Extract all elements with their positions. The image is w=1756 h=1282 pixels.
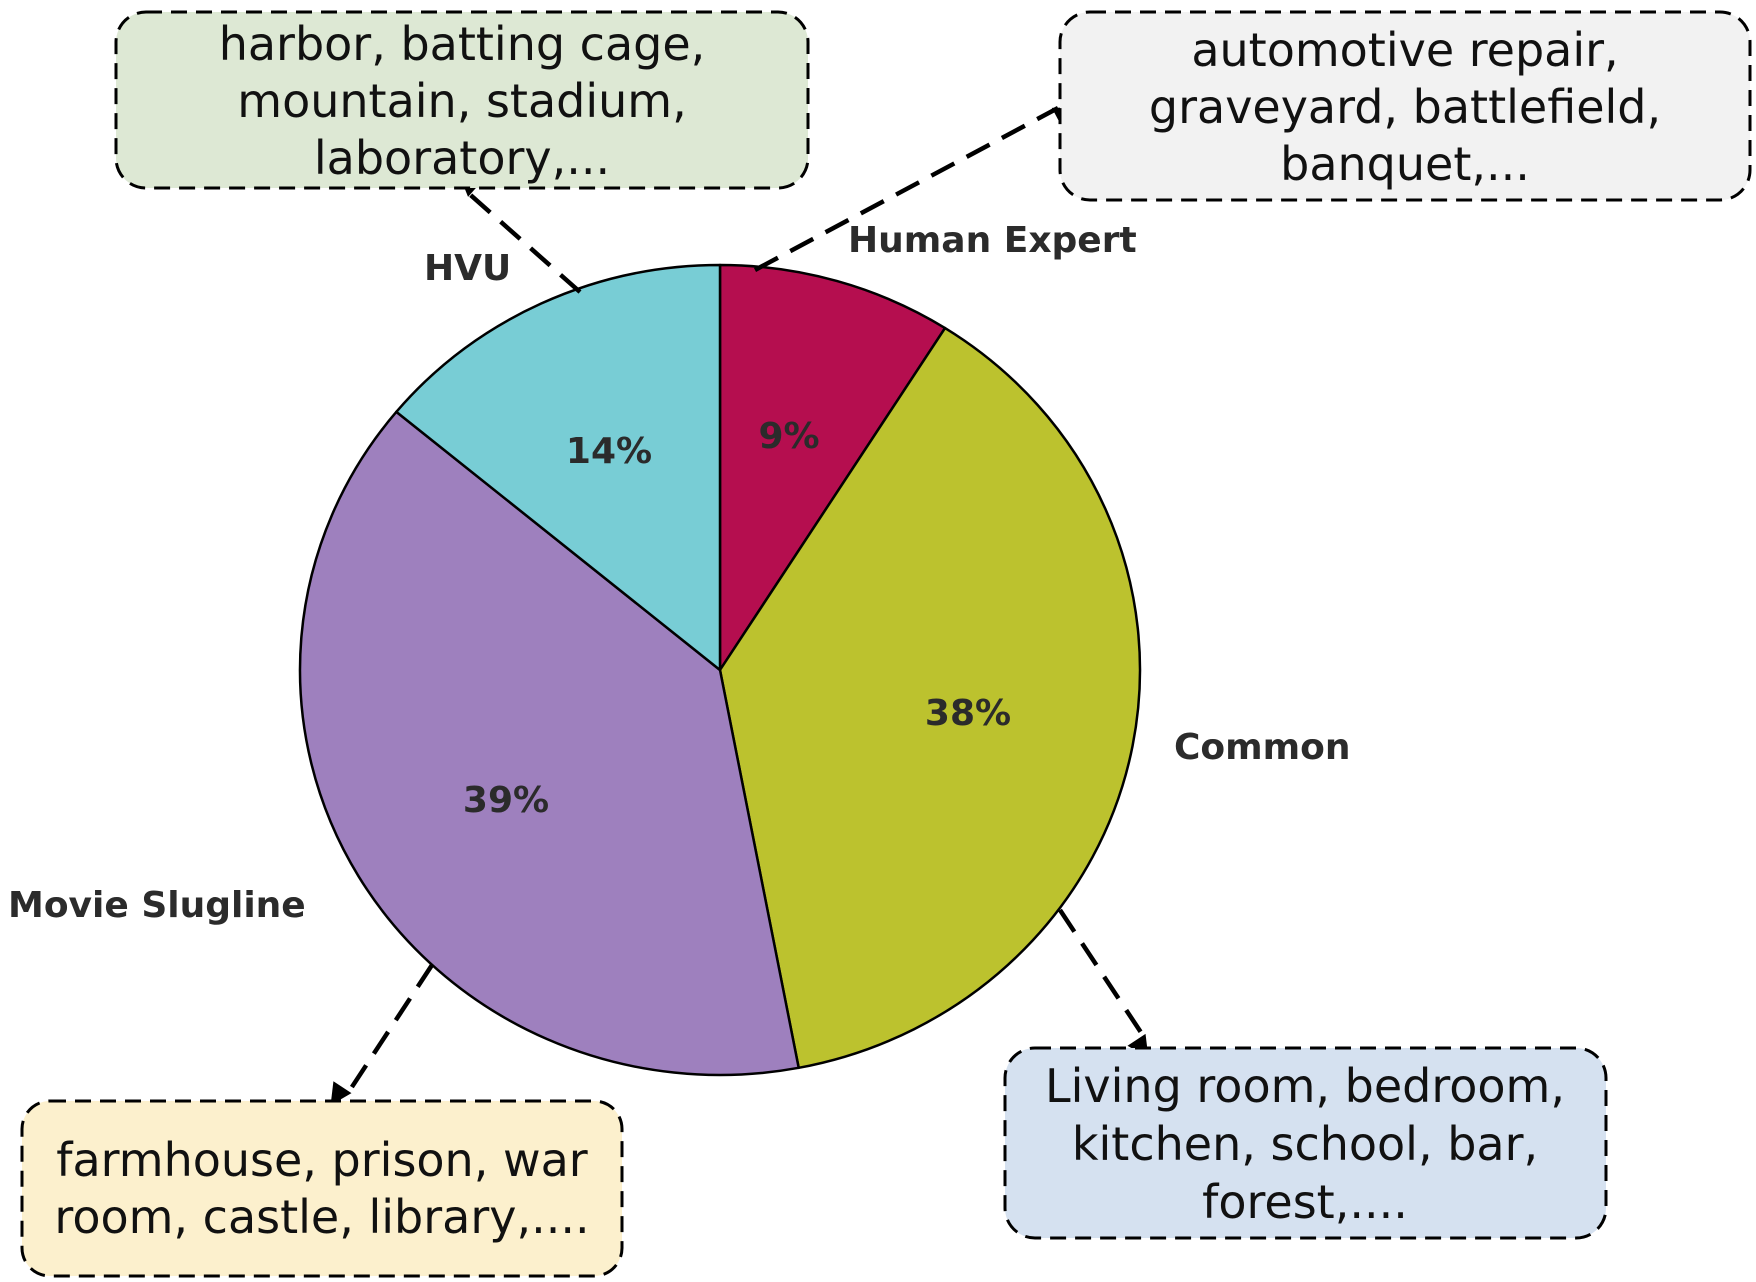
arrow-common	[1058, 908, 1149, 1058]
callout-hvu-line-1: harbor, batting cage,	[219, 17, 706, 71]
pct-label-hvu: 14%	[566, 431, 652, 472]
callout-movie-slugline-line-2: room, castle, library,....	[54, 1190, 589, 1244]
pie-slices	[298, 263, 1142, 1077]
slice-label-hvu: HVU	[424, 248, 511, 289]
pct-label-common: 38%	[925, 693, 1011, 734]
callout-human-expert-line-3: banquet,...	[1280, 137, 1530, 191]
arrow-movie-slugline	[330, 963, 434, 1106]
callout-common-line-1: Living room, bedroom,	[1045, 1059, 1565, 1113]
callout-movie-slugline-box	[20, 1099, 624, 1278]
callout-common: Living room, bedroom, kitchen, school, b…	[1003, 1046, 1608, 1240]
slice-label-common: Common	[1174, 727, 1351, 768]
arrow-hvu	[459, 174, 582, 294]
pie-slice-hvu	[395, 263, 722, 672]
callout-common-box	[1003, 1046, 1608, 1240]
pct-label-human-expert: 9%	[758, 416, 819, 457]
callout-hvu-line-2: mountain, stadium,	[237, 74, 686, 128]
pie-slice-movie-slugline	[298, 410, 800, 1077]
callout-movie-slugline: farmhouse, prison, war room, castle, lib…	[20, 1099, 624, 1278]
callout-movie-slugline-line-1: farmhouse, prison, war	[56, 1133, 587, 1187]
callout-human-expert-box	[1058, 10, 1752, 202]
slice-label-human-expert: Human Expert	[848, 220, 1137, 261]
pie-slice-human-expert	[718, 263, 947, 672]
slice-label-movie-slugline: Movie Slugline	[8, 885, 306, 926]
callout-hvu-box	[114, 10, 810, 190]
arrow-human-expert	[753, 106, 1076, 272]
callout-human-expert: automotive repair, graveyard, battlefiel…	[1058, 10, 1752, 202]
callout-human-expert-line-2: graveyard, battlefield,	[1149, 80, 1661, 134]
callout-common-line-3: forest,....	[1202, 1175, 1408, 1229]
pie-slice-common	[718, 326, 1142, 1070]
callout-common-line-2: kitchen, school, bar,	[1072, 1117, 1538, 1171]
callout-hvu: harbor, batting cage, mountain, stadium,…	[114, 10, 810, 190]
pct-label-movie-slugline: 39%	[463, 780, 549, 821]
callout-human-expert-line-1: automotive repair,	[1191, 23, 1618, 77]
callout-hvu-line-3: laboratory,...	[314, 131, 610, 185]
